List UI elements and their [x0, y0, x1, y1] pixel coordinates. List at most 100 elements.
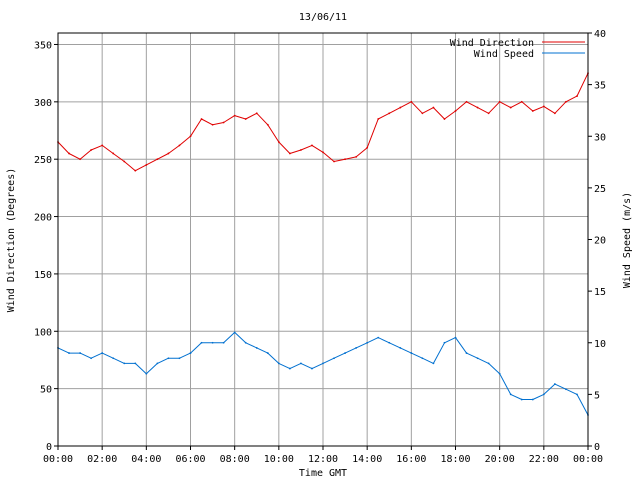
y-left-tick-label: 0: [46, 442, 52, 453]
y-left-tick-label: 300: [34, 98, 52, 109]
y-left-tick-label: 150: [34, 270, 52, 281]
data-point: [255, 347, 258, 349]
x-tick-label: 08:00: [220, 454, 250, 465]
data-point: [465, 352, 468, 354]
y-left-tick-label: 350: [34, 40, 52, 51]
y-axis-right-label: Wind Speed (m/s): [622, 192, 633, 288]
data-point: [421, 357, 424, 360]
data-point: [443, 118, 446, 120]
data-point: [200, 341, 203, 344]
y-axis-left-label: Wind Direction (Degrees): [6, 168, 17, 313]
data-point: [112, 152, 115, 155]
data-point: [531, 110, 534, 112]
data-point: [277, 362, 280, 365]
data-point: [112, 357, 115, 360]
data-point: [167, 152, 170, 155]
data-point: [531, 398, 534, 401]
legend: Wind Direction Wind Speed: [450, 38, 585, 60]
data-point: [542, 105, 545, 108]
data-point: [300, 362, 302, 365]
y-right-tick-label: 40: [594, 29, 606, 40]
data-point: [443, 341, 446, 344]
data-point: [255, 112, 258, 115]
x-tick-label: 10:00: [264, 454, 294, 465]
data-point: [123, 362, 126, 365]
data-point: [410, 352, 413, 354]
data-point: [454, 336, 457, 339]
data-point: [344, 158, 346, 161]
data-point: [421, 112, 424, 115]
data-point: [145, 164, 148, 166]
data-point: [553, 112, 556, 115]
y-right-tick-label: 30: [594, 132, 606, 143]
ticks-layer: 00:00 02:00 04:00 06:00 08:00 10:00 12:00 14:00…: [34, 29, 606, 465]
data-point: [487, 112, 490, 115]
x-tick-label: 00:00: [43, 454, 73, 465]
y-left-tick-label: 100: [34, 327, 52, 338]
data-point: [333, 160, 335, 163]
x-tick-label: 02:00: [87, 454, 117, 465]
data-point: [211, 123, 214, 126]
y-right-tick-label: 10: [594, 339, 606, 350]
data-point: [300, 149, 302, 151]
data-point: [233, 114, 236, 117]
data-point: [134, 362, 137, 365]
data-point: [476, 106, 479, 109]
data-point: [68, 152, 70, 155]
data-point: [79, 352, 81, 354]
data-point: [288, 152, 291, 155]
y-right-tick-label: 15: [594, 287, 606, 298]
data-point: [266, 352, 269, 354]
data-point: [311, 144, 313, 147]
data-point: [399, 347, 402, 349]
x-axis-label: Time GMT: [299, 468, 347, 479]
data-point: [178, 144, 181, 147]
data-point: [222, 341, 225, 344]
data-point: [576, 393, 578, 396]
x-tick-label: 20:00: [485, 454, 515, 465]
x-tick-label: 18:00: [440, 454, 470, 465]
data-point: [576, 95, 578, 97]
y-right-tick-label: 0: [594, 442, 600, 453]
legend-label-speed: Wind Speed: [474, 49, 534, 60]
x-tick-label: 06:00: [175, 454, 205, 465]
data-point: [377, 336, 380, 339]
data-point: [90, 149, 93, 151]
data-point: [565, 388, 567, 391]
data-point: [277, 141, 280, 143]
y-right-tick-label: 5: [594, 390, 600, 401]
data-point: [399, 106, 402, 109]
legend-label-direction: Wind Direction: [450, 38, 534, 49]
data-point: [101, 352, 104, 354]
chart-title: 13/06/11: [299, 12, 347, 23]
x-tick-label: 12:00: [308, 454, 338, 465]
data-point: [509, 106, 512, 109]
data-point: [189, 135, 192, 138]
data-point: [322, 151, 324, 154]
y-left-tick-label: 250: [34, 155, 52, 166]
data-point: [476, 357, 479, 360]
data-point: [355, 347, 358, 349]
y-left-tick-label: 200: [34, 213, 52, 224]
data-point: [388, 341, 391, 344]
x-tick-label: 22:00: [529, 454, 559, 465]
x-tick-label: 00:00: [573, 454, 603, 465]
data-point: [465, 100, 468, 103]
y-right-tick-label: 25: [594, 184, 606, 195]
data-point: [311, 367, 313, 370]
data-point: [553, 383, 556, 385]
data-point: [79, 158, 81, 161]
data-point: [344, 352, 346, 354]
x-tick-label: 04:00: [131, 454, 161, 465]
data-point: [410, 100, 413, 103]
data-point: [167, 357, 170, 360]
data-point: [565, 100, 567, 103]
data-point: [509, 393, 512, 396]
x-tick-label: 16:00: [396, 454, 426, 465]
data-point: [366, 146, 369, 149]
data-point: [244, 118, 247, 120]
data-point: [498, 100, 501, 103]
data-point: [156, 158, 159, 161]
data-point: [222, 121, 225, 124]
